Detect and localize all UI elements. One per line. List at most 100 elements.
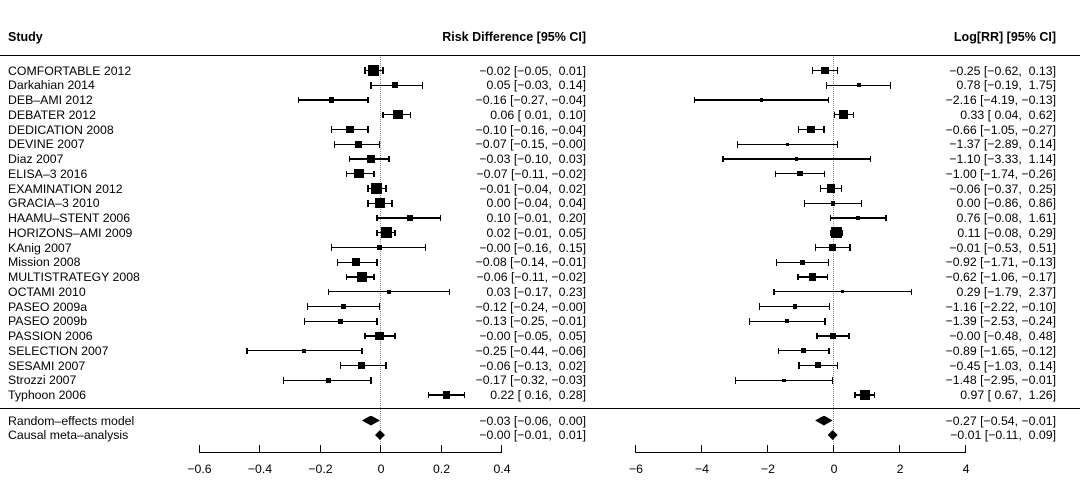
risk-difference-column-header: Risk Difference [95% CI]	[442, 30, 586, 44]
ci-cap-lower	[811, 67, 814, 74]
ci-cap-lower	[694, 96, 696, 104]
study-label: Diaz 2007	[8, 152, 64, 166]
study-label: Strozzi 2007	[8, 373, 77, 388]
forest-square	[760, 98, 764, 102]
ci-cap-upper	[824, 318, 826, 325]
forest-square	[831, 227, 843, 239]
x-axis-line	[635, 452, 967, 454]
study-label: KAnig 2007	[8, 240, 72, 255]
forest-square	[830, 200, 836, 206]
ci-cap-upper	[388, 155, 390, 163]
x-axis-tick	[635, 445, 637, 453]
ci-cap-lower	[330, 244, 333, 251]
rd-value: −0.10 [−0.16, −0.04]	[475, 122, 586, 137]
rr-value: −0.92 [−1.71, −0.13]	[945, 255, 1056, 270]
forest-square	[800, 259, 806, 265]
summary-diamond	[375, 430, 385, 440]
forest-square	[328, 97, 335, 103]
axis-tick-label: 2	[896, 462, 904, 476]
x-axis-tick	[833, 445, 835, 453]
ci-cap-lower	[803, 200, 806, 207]
rd-value: −0.07 [−0.15, −0.00]	[475, 137, 586, 152]
forest-square	[391, 82, 399, 89]
ci-cap-lower	[297, 96, 300, 104]
ci-cap-upper	[376, 259, 378, 266]
rd-value: 0.00 [−0.04, 0.04]	[486, 196, 586, 211]
forest-square	[355, 140, 363, 148]
ci-cap-upper	[828, 259, 830, 266]
forest-square	[795, 157, 799, 161]
study-label: EXAMINATION 2012	[8, 181, 123, 196]
ci-cap-upper	[860, 200, 863, 207]
forest-square	[374, 198, 386, 209]
ci-cap-upper	[373, 170, 375, 177]
rd-value: 0.22 [ 0.16, 0.28]	[490, 388, 586, 402]
ci-cap-upper	[448, 288, 451, 295]
ci-cap-upper	[378, 303, 381, 310]
ci-cap-lower	[364, 332, 366, 340]
rr-value: −1.39 [−2.53, −0.24]	[945, 314, 1056, 329]
rr-value: 0.78 [−0.19, 1.75]	[956, 78, 1056, 93]
ci-cap-lower	[382, 111, 384, 118]
ci-cap-upper	[852, 111, 855, 118]
ci-cap-upper	[823, 170, 826, 177]
study-label: PASEO 2009a	[8, 299, 88, 314]
rr-value: −1.16 [−2.22, −0.10]	[945, 299, 1056, 314]
ci-cap-upper	[828, 347, 830, 354]
ci-cap-upper	[836, 362, 839, 369]
ci-cap-lower	[349, 155, 351, 163]
forest-square	[358, 362, 366, 369]
ci-cap-upper	[836, 141, 839, 148]
axis-tick-label: −0.6	[187, 462, 212, 476]
rr-value: −0.62 [−1.06, −0.17]	[945, 270, 1056, 284]
rd-value: 0.02 [−0.01, 0.05]	[486, 225, 586, 240]
forest-square	[371, 183, 383, 194]
summary-label: Causal meta–analysis	[8, 428, 129, 442]
summary-diamond	[815, 415, 833, 426]
ci-cap-lower	[773, 288, 775, 295]
axis-tick-label: −0.4	[247, 462, 273, 476]
rr-summary-value: −0.27 [−0.54, −0.01]	[945, 413, 1056, 428]
forest-square	[352, 258, 360, 266]
rd-value: −0.25 [−0.44, −0.06]	[475, 343, 586, 358]
forest-square	[797, 171, 803, 177]
study-label: DEB–AMI 2012	[8, 93, 93, 107]
ci-cap-lower	[748, 318, 751, 325]
forest-square	[792, 304, 797, 309]
rd-value: −0.06 [−0.11, −0.02]	[476, 270, 586, 284]
ci-cap-upper	[378, 141, 381, 148]
header-rule	[0, 55, 1080, 57]
ci-cap-lower	[722, 155, 724, 163]
rd-value: −0.02 [−0.05, 0.01]	[479, 63, 586, 78]
ci-cap-lower	[346, 273, 348, 281]
ci-cap-upper	[910, 288, 912, 295]
x-axis-tick	[767, 445, 769, 453]
ci-cap-lower	[829, 229, 832, 236]
forest-square	[377, 245, 382, 250]
ci-cap-upper	[831, 377, 834, 384]
rr-value: −2.16 [−4.19, −0.13]	[945, 93, 1056, 107]
ci-cap-lower	[427, 391, 430, 399]
rd-summary-value: −0.00 [−0.01, 0.01]	[479, 428, 586, 442]
study-label: Darkahian 2014	[8, 78, 95, 93]
forest-square	[367, 155, 375, 163]
ci-cap-upper	[394, 229, 396, 236]
axis-tick-label: 0.4	[493, 462, 511, 476]
rd-value: −0.12 [−0.24, −0.00]	[475, 299, 586, 314]
ci-cap-upper	[373, 273, 375, 281]
forest-square	[782, 378, 786, 382]
forest-square	[785, 319, 790, 324]
ci-cap-lower	[736, 141, 739, 148]
rr-value: 0.76 [−0.08, 1.61]	[956, 211, 1056, 225]
forest-square	[357, 272, 367, 282]
ci-cap-upper	[890, 82, 892, 89]
forest-square	[380, 227, 392, 239]
forest-square	[338, 318, 344, 324]
ci-cap-lower	[339, 362, 342, 369]
rr-value: −0.45 [−1.03, 0.14]	[949, 358, 1056, 373]
ci-cap-upper	[439, 214, 442, 222]
rr-summary-value: −0.01 [−0.11, 0.09]	[950, 428, 1056, 442]
ci-cap-lower	[367, 200, 369, 207]
ci-cap-lower	[246, 347, 248, 354]
ci-cap-lower	[346, 170, 348, 177]
